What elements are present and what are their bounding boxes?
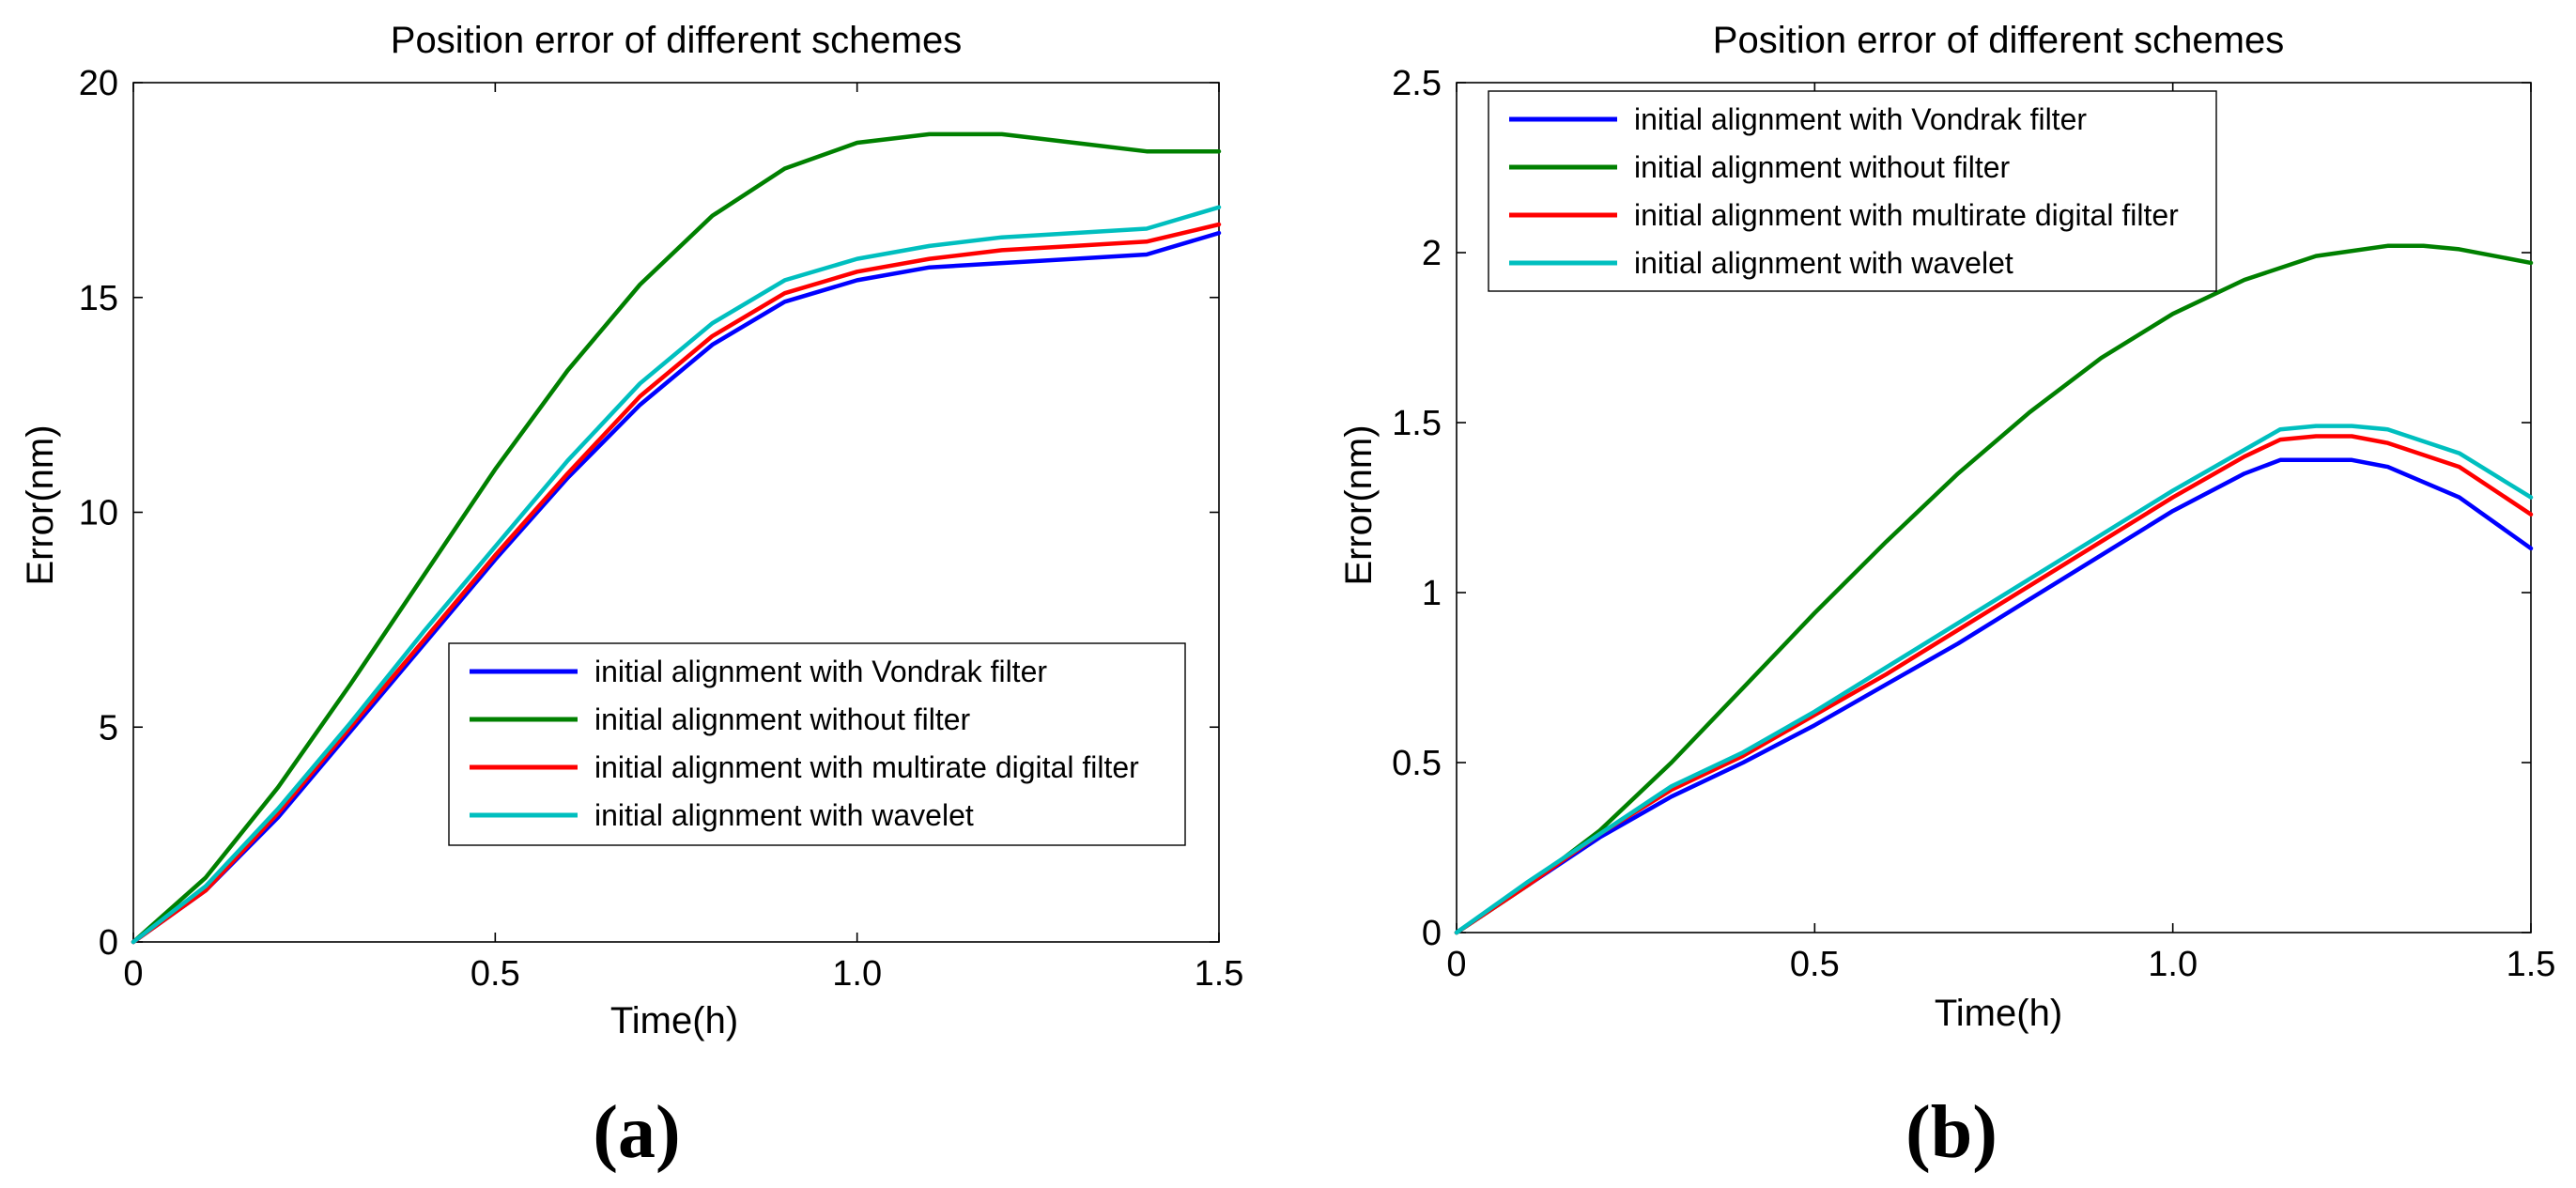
x-tick-label: 1.0 [832, 954, 882, 994]
legend-entry-4: initial alignment with wavelet [1634, 246, 2013, 280]
y-tick-label: 2.5 [1392, 64, 1442, 103]
legend: initial alignment with Vondrak filter ini… [1488, 90, 2217, 292]
legend-box [448, 642, 1186, 846]
series-line-4 [1454, 424, 2534, 935]
legend-entry-1: initial alignment with Vondrak filter [594, 655, 1047, 688]
series-line-3 [1454, 434, 2534, 935]
y-tick-label: 15 [79, 279, 118, 318]
plot-area-frame [1456, 82, 2532, 933]
chart-title: Position error of different schemes [391, 20, 962, 61]
y-tick-label: 0 [1422, 914, 1442, 953]
panel-label: (a) [593, 1091, 680, 1174]
series-line-2 [131, 131, 1222, 945]
y-axis-label: Error(nm) [1338, 424, 1380, 585]
legend-entry-4: initial alignment with wavelet [594, 798, 974, 832]
y-tick-label: 1.5 [1392, 404, 1442, 443]
series-line-1 [131, 230, 1222, 945]
chart-panel-a: Position error of different schemes Erro… [20, 20, 1243, 1174]
y-tick-label: 2 [1422, 234, 1442, 273]
legend-box [1488, 90, 2217, 292]
y-tick-label: 0.5 [1392, 744, 1442, 783]
y-tick-label: 10 [79, 494, 118, 533]
legend-entry-2: initial alignment without filter [594, 702, 971, 736]
x-axis-label: Time(h) [610, 1000, 738, 1041]
y-tick-label: 20 [79, 64, 118, 103]
x-tick-label: 1.5 [2507, 945, 2556, 984]
y-tick-label: 5 [99, 708, 118, 748]
x-tick-label: 0 [1446, 945, 1466, 984]
legend-entry-1: initial alignment with Vondrak filter [1634, 102, 2087, 136]
series-line-3 [131, 222, 1222, 945]
series-line-4 [131, 205, 1222, 945]
series-line-1 [1454, 457, 2534, 935]
y-tick-label: 0 [99, 923, 118, 963]
legend: initial alignment with Vondrak filter ini… [448, 642, 1186, 846]
legend-entry-3: initial alignment with multirate digital… [594, 750, 1139, 784]
legend-entry-3: initial alignment with multirate digital… [1634, 198, 2179, 232]
x-tick-label: 1.0 [2148, 945, 2198, 984]
y-axis-label: Error(nm) [20, 424, 61, 585]
y-tick-label: 1 [1422, 574, 1442, 613]
x-tick-label: 1.5 [1195, 954, 1244, 994]
panel-label: (b) [1905, 1091, 1998, 1174]
legend-entry-2: initial alignment without filter [1634, 150, 2011, 184]
x-tick-label: 0.5 [1790, 945, 1840, 984]
x-tick-label: 0.5 [470, 954, 520, 994]
x-tick-label: 0 [123, 954, 143, 994]
chart-panel-b: Position error of different schemes Erro… [1338, 20, 2555, 1174]
x-axis-label: Time(h) [1935, 993, 2062, 1034]
chart-title: Position error of different schemes [1713, 20, 2284, 61]
series-line-2 [1454, 243, 2534, 935]
